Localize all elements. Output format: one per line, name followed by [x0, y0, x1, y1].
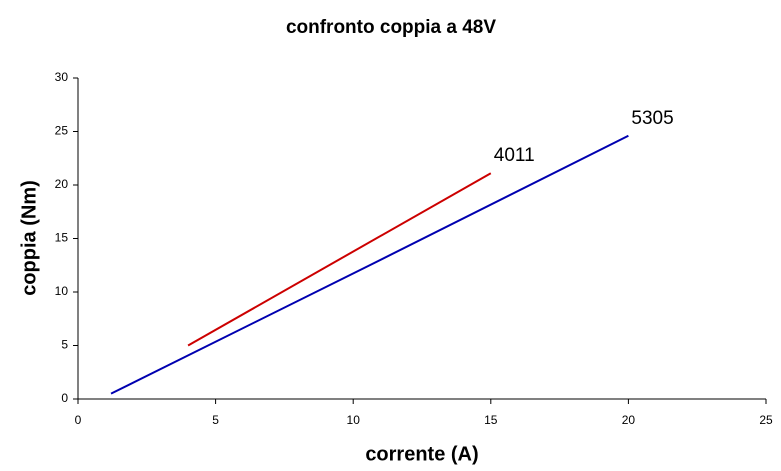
- x-tick-label: 5: [212, 413, 219, 427]
- series-line: [110, 134, 629, 395]
- y-tick-label: 30: [55, 70, 69, 84]
- chart-title: confronto coppia a 48V: [286, 17, 496, 38]
- series-line: [187, 172, 492, 347]
- y-tick-label: 10: [55, 284, 69, 298]
- series-label: 5305: [631, 108, 673, 129]
- y-tick-label: 25: [55, 124, 69, 138]
- x-tick-label: 15: [484, 413, 498, 427]
- x-axis-title: corrente (A): [365, 443, 478, 465]
- x-tick-label: 25: [759, 413, 773, 427]
- y-tick-label: 0: [61, 391, 68, 405]
- x-tick-label: 10: [347, 413, 361, 427]
- y-tick-label: 15: [55, 231, 69, 245]
- y-tick-label: 5: [61, 338, 68, 352]
- y-tick-label: 20: [55, 177, 69, 191]
- x-tick-label: 20: [622, 413, 636, 427]
- series-label: 4011: [494, 145, 535, 166]
- y-axis-title: coppia (Nm): [18, 180, 40, 296]
- x-tick-label: 0: [75, 413, 82, 427]
